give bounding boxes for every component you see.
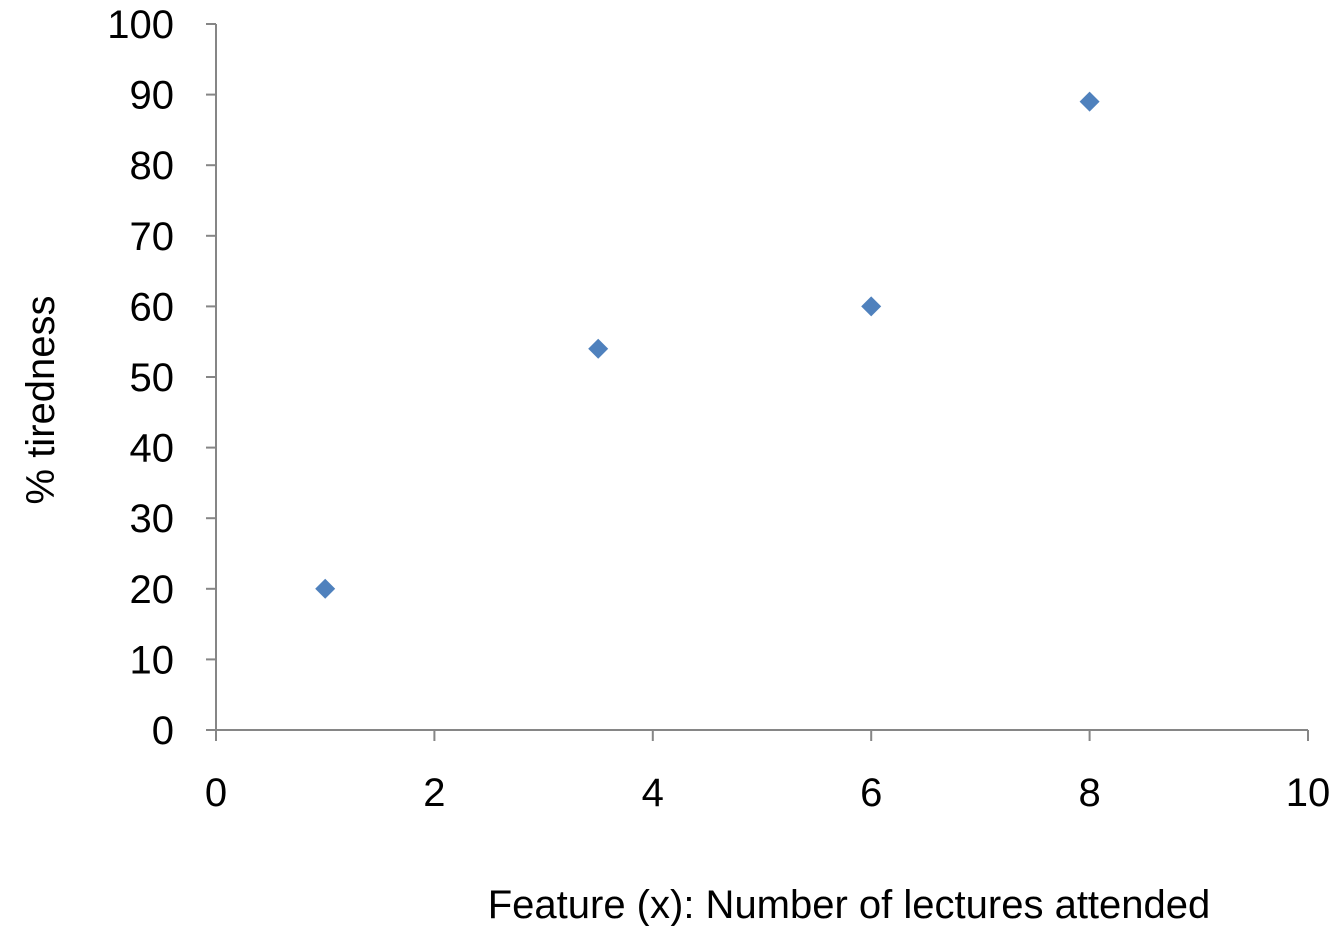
x-tick-label: 0 <box>205 771 227 815</box>
x-axis-title: Feature (x): Number of lectures attended <box>488 883 1211 926</box>
x-tick-label: 6 <box>860 771 882 815</box>
y-axis-title: % tiredness <box>19 296 63 505</box>
y-tick-label: 20 <box>130 568 175 612</box>
y-tick-label: 30 <box>130 497 175 541</box>
y-tick-label: 100 <box>107 3 174 47</box>
x-tick-label: 8 <box>1078 771 1100 815</box>
y-axis-ticks: 0 10 20 30 40 50 60 70 80 90 100 <box>107 3 216 753</box>
data-point-diamond <box>861 296 882 317</box>
y-tick-label: 60 <box>130 285 175 329</box>
x-axis-ticks: 0 2 4 6 8 10 <box>205 730 1330 815</box>
data-point-diamond <box>588 338 609 359</box>
y-tick-label: 70 <box>130 215 175 259</box>
y-tick-label: 80 <box>130 144 175 188</box>
data-point-diamond <box>315 578 336 599</box>
y-tick-label: 0 <box>152 709 174 753</box>
x-tick-label: 10 <box>1286 771 1331 815</box>
y-tick-label: 50 <box>130 356 175 400</box>
y-tick-label: 10 <box>130 638 175 682</box>
x-tick-label: 2 <box>423 771 445 815</box>
y-tick-label: 90 <box>130 74 175 118</box>
x-tick-label: 4 <box>642 771 664 815</box>
axes: 0 10 20 30 40 50 60 70 80 90 100 0 2 4 6 8 10 <box>107 3 1330 815</box>
y-tick-label: 40 <box>130 427 175 471</box>
data-points <box>315 91 1100 599</box>
data-point-diamond <box>1079 91 1100 112</box>
